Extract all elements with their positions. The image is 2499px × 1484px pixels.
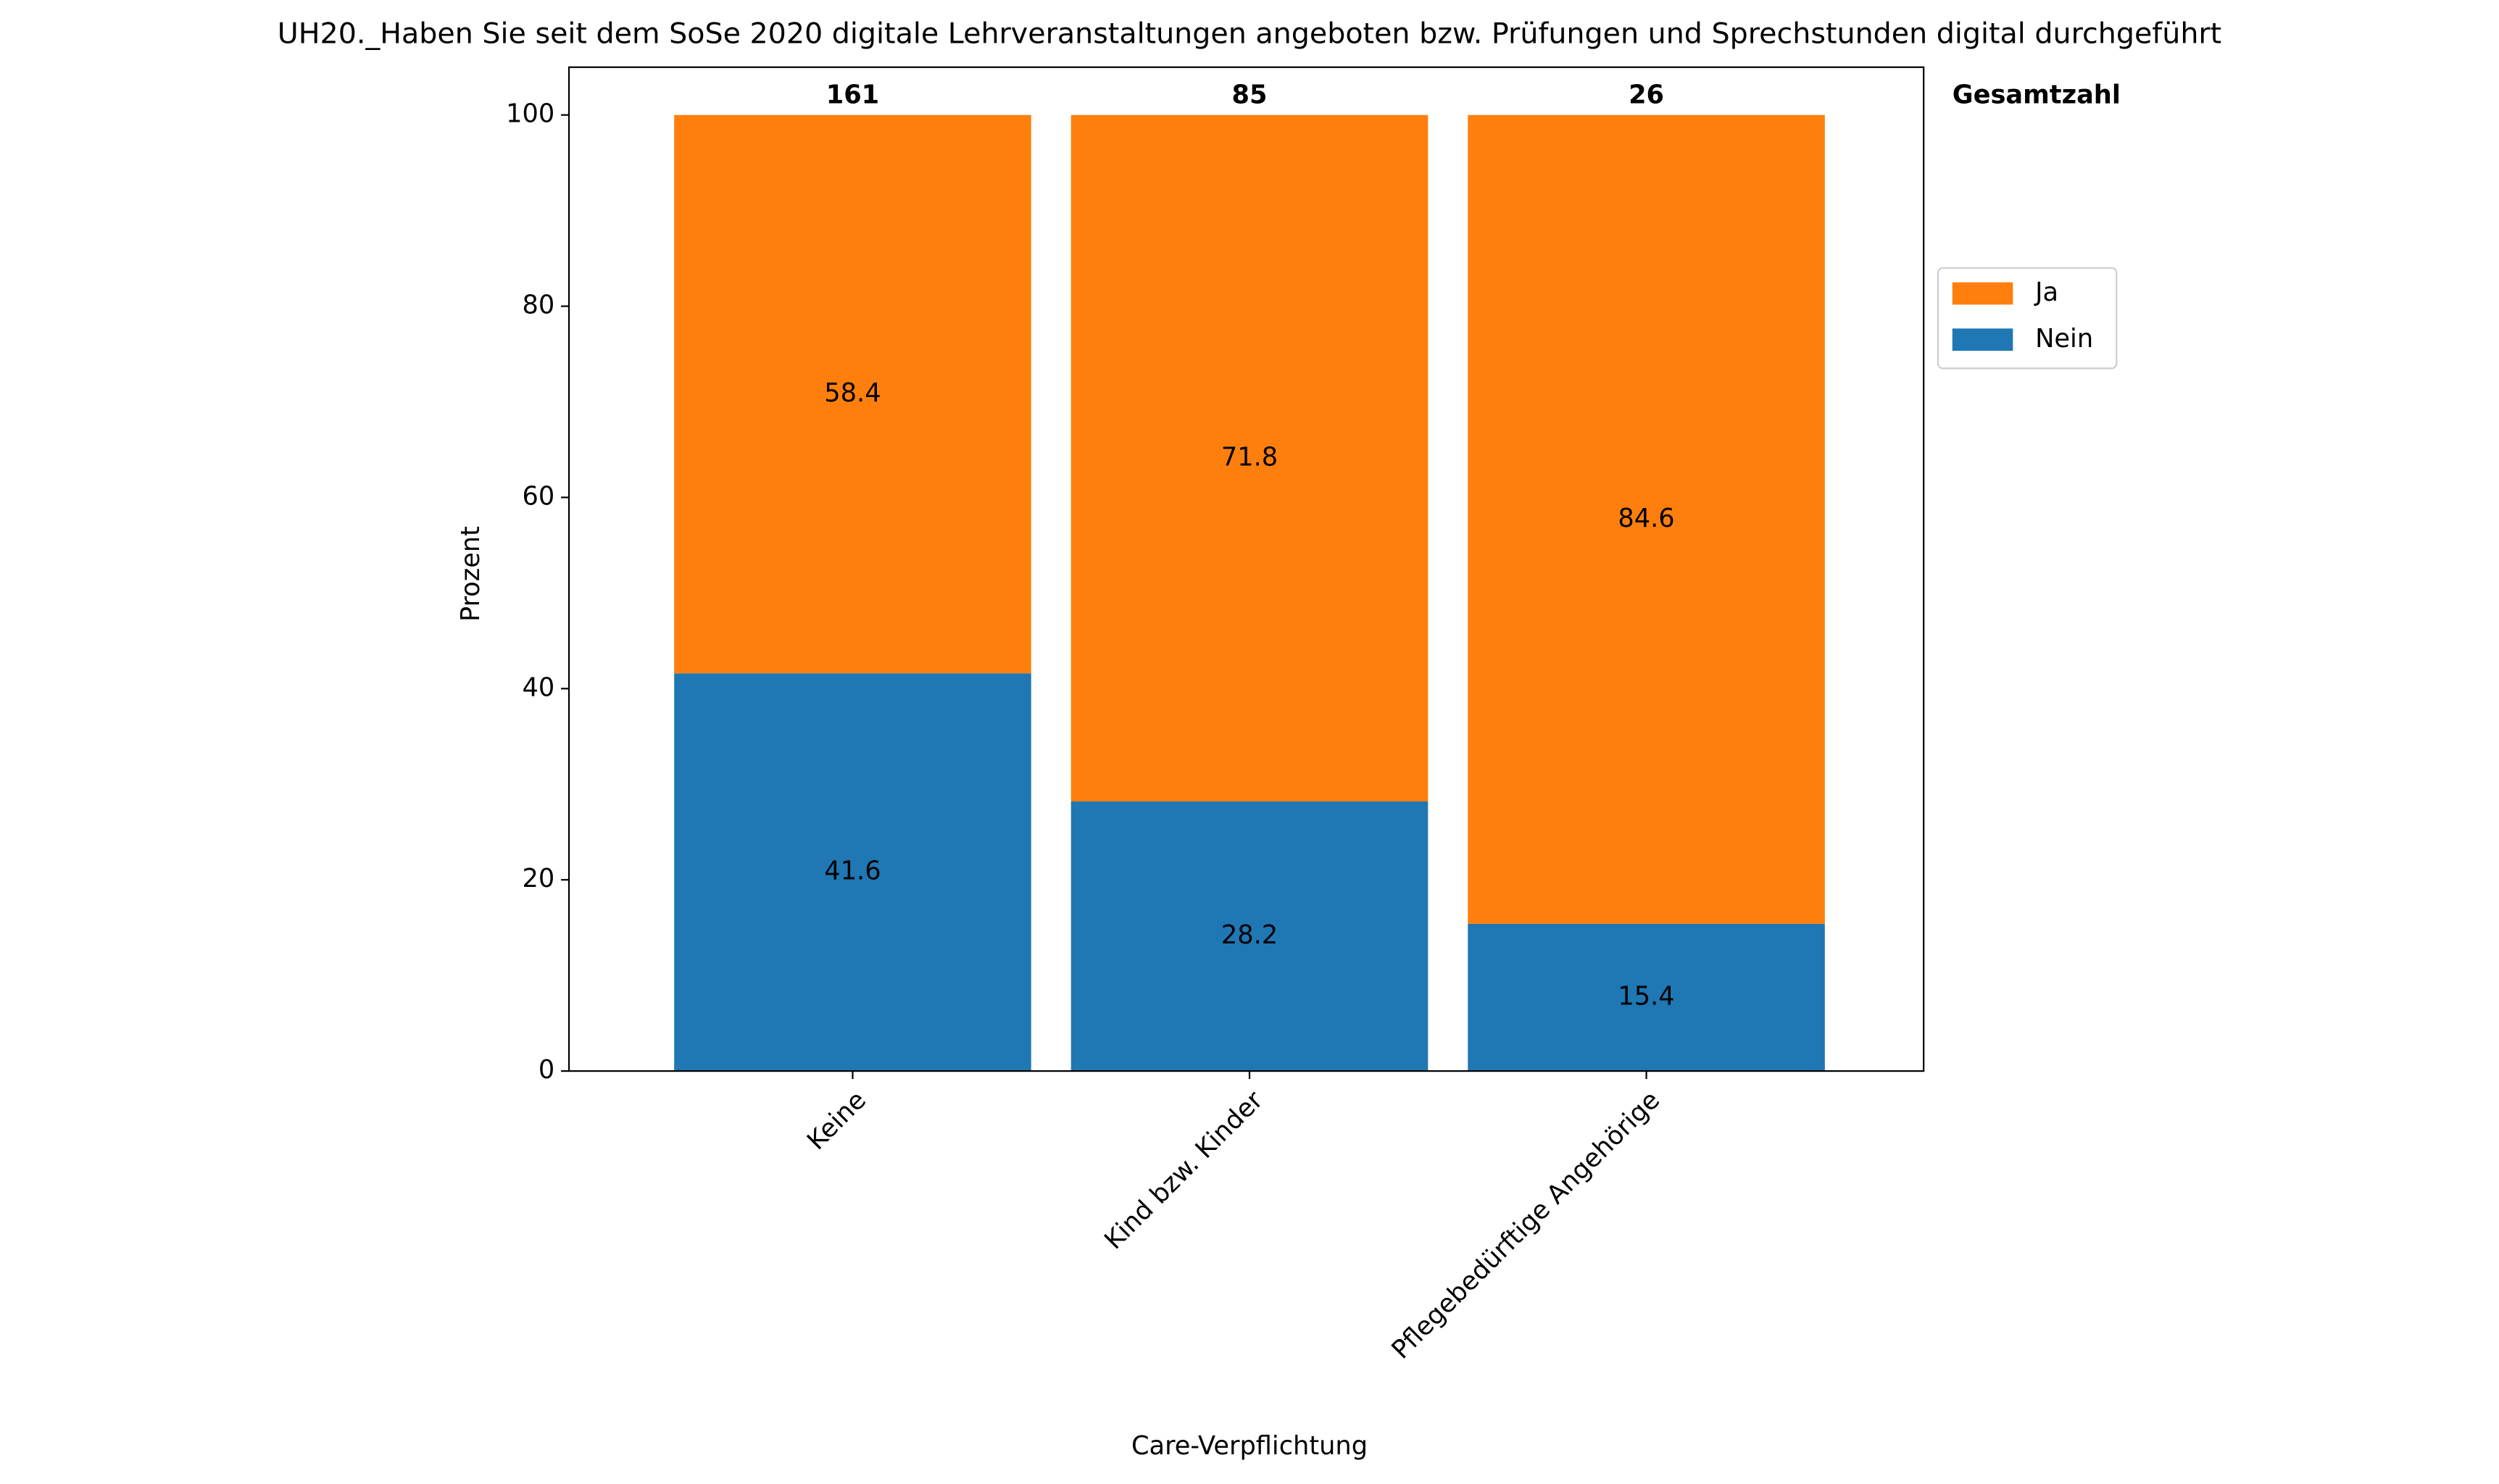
bar-segment bbox=[1468, 923, 1825, 1072]
value-label: 28.2 bbox=[1221, 920, 1278, 950]
legend-label: Ja bbox=[2034, 278, 2058, 307]
y-tick-label: 20 bbox=[522, 864, 554, 893]
y-tick-label: 0 bbox=[539, 1055, 554, 1085]
value-label: 15.4 bbox=[1618, 981, 1674, 1011]
y-tick-label: 40 bbox=[522, 672, 554, 702]
value-label: 41.6 bbox=[824, 856, 881, 886]
legend-swatch bbox=[1952, 282, 2013, 305]
totals-label: Gesamtzahl bbox=[1953, 80, 2121, 109]
total-label: 161 bbox=[826, 80, 879, 109]
legend-label: Nein bbox=[2035, 324, 2093, 354]
y-tick-label: 60 bbox=[522, 481, 554, 511]
bar-segment bbox=[1070, 114, 1429, 802]
chart-title: UH20._Haben Sie seit dem SoSe 2020 digit… bbox=[278, 17, 2221, 50]
x-axis-label: Care-Verpflichtung bbox=[1131, 1431, 1368, 1461]
value-label: 58.4 bbox=[824, 378, 881, 408]
y-tick-label: 100 bbox=[506, 99, 554, 129]
value-label: 84.6 bbox=[1618, 504, 1674, 533]
bar-segment bbox=[1468, 114, 1825, 924]
bar-segment bbox=[1070, 801, 1429, 1072]
axes-frame bbox=[567, 66, 1925, 1072]
bar-segment bbox=[674, 673, 1031, 1072]
bar-segment bbox=[674, 114, 1031, 674]
value-label: 71.8 bbox=[1221, 442, 1278, 472]
legend-swatch bbox=[1952, 328, 2013, 351]
y-tick-label: 80 bbox=[522, 291, 554, 320]
total-label: 85 bbox=[1232, 80, 1268, 109]
y-axis-label: Prozent bbox=[456, 526, 486, 622]
total-label: 26 bbox=[1629, 80, 1664, 109]
